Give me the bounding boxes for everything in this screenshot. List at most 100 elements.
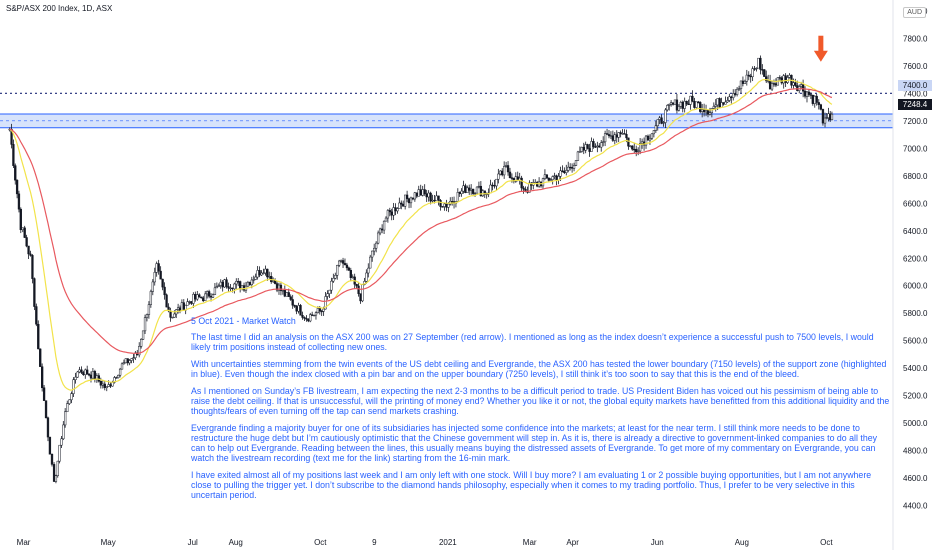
candle-body — [382, 220, 386, 231]
candle-body — [792, 82, 795, 86]
candle-body — [536, 182, 539, 187]
candle-body — [788, 74, 791, 78]
candle-body — [623, 133, 626, 135]
candle-body — [173, 313, 176, 318]
candle-body — [722, 102, 725, 105]
candle-body — [466, 187, 469, 193]
candle-body — [732, 93, 735, 99]
candle-body — [458, 192, 461, 195]
candle-body — [687, 103, 690, 106]
candle-body — [460, 190, 463, 195]
candle-body — [506, 165, 510, 173]
candle-body — [237, 281, 240, 283]
candle-body — [266, 268, 269, 278]
note-paragraph: As I mentioned on Sunday’s FB livestream… — [191, 386, 890, 416]
candle-body — [31, 255, 34, 279]
y-tick-label: 4600.0 — [903, 474, 928, 483]
candle-body — [590, 141, 593, 152]
resistance-price-label: 7400.0 — [898, 80, 932, 91]
candle-body — [347, 267, 351, 271]
candle-body — [691, 95, 694, 102]
candle-body — [772, 83, 776, 85]
candle-body — [361, 284, 364, 302]
candle-body — [759, 57, 762, 70]
candle-body — [320, 310, 323, 313]
candle-body — [239, 281, 242, 289]
candle-body — [774, 83, 778, 86]
candle-body — [811, 94, 814, 104]
candle-body — [334, 275, 337, 279]
candle-body — [443, 203, 446, 207]
candle-body — [431, 199, 434, 202]
candle-body — [586, 144, 589, 149]
candle-body — [359, 293, 362, 302]
candle-body — [823, 117, 827, 124]
candle-body — [582, 146, 585, 151]
ema-fast-line — [9, 78, 833, 391]
candle-body — [739, 80, 743, 89]
candle-body — [807, 91, 811, 95]
candle-body — [638, 143, 642, 152]
candle-body — [27, 245, 30, 255]
candle-body — [54, 475, 58, 482]
candle-body — [572, 165, 576, 169]
candle-body — [159, 270, 162, 280]
candle-body — [117, 374, 120, 379]
candle-body — [737, 88, 741, 90]
candle-body — [724, 101, 727, 105]
candle-body — [710, 108, 714, 113]
candle-body — [386, 210, 390, 219]
candle-body — [580, 146, 583, 152]
currency-badge[interactable]: AUD — [903, 7, 926, 18]
candle-body — [778, 77, 781, 79]
candle-body — [332, 278, 335, 282]
candle-body — [648, 138, 652, 141]
candle-body — [279, 284, 283, 291]
candle-body — [621, 133, 624, 135]
candle-body — [328, 289, 331, 294]
candle-body — [111, 382, 114, 387]
candle-body — [35, 306, 38, 325]
candle-body — [433, 199, 436, 202]
candle-body — [699, 102, 702, 112]
candle-body — [763, 69, 766, 77]
time-axis[interactable]: Mar May Jul Aug Oct 9 2021 Mar Apr Jun Aug Oct — [17, 538, 834, 547]
candle-body — [178, 307, 182, 311]
candle-body — [155, 263, 158, 273]
x-tick-label: Oct — [820, 538, 833, 547]
candle-body — [602, 141, 605, 143]
candle-body — [825, 117, 828, 119]
candle-body — [349, 269, 352, 278]
candle-body — [314, 312, 318, 316]
candle-body — [19, 208, 22, 230]
candle-body — [734, 93, 737, 95]
candle-body — [747, 74, 750, 77]
candle-body — [658, 117, 661, 120]
candle-body — [39, 348, 42, 367]
candle-body — [708, 112, 712, 115]
candle-body — [489, 184, 492, 194]
candle-body — [74, 376, 77, 380]
candle-body — [124, 358, 127, 364]
candle-body — [107, 384, 110, 387]
candle-body — [588, 148, 591, 152]
candle-body — [78, 369, 81, 373]
candle-body — [207, 291, 211, 297]
candle-body — [421, 189, 424, 196]
candle-body — [62, 424, 65, 440]
candle-body — [596, 145, 599, 148]
candle-body — [770, 83, 774, 90]
candle-body — [180, 302, 184, 311]
candle-body — [190, 301, 193, 304]
candle-body — [357, 285, 360, 294]
candle-body — [324, 296, 327, 310]
candle-body — [223, 279, 226, 288]
candle-body — [784, 75, 787, 83]
candle-body — [404, 194, 407, 207]
candle-body — [153, 272, 156, 283]
candle-body — [376, 232, 380, 244]
candle-body — [813, 95, 816, 104]
candle-body — [256, 270, 259, 278]
x-tick-label: May — [101, 538, 116, 547]
